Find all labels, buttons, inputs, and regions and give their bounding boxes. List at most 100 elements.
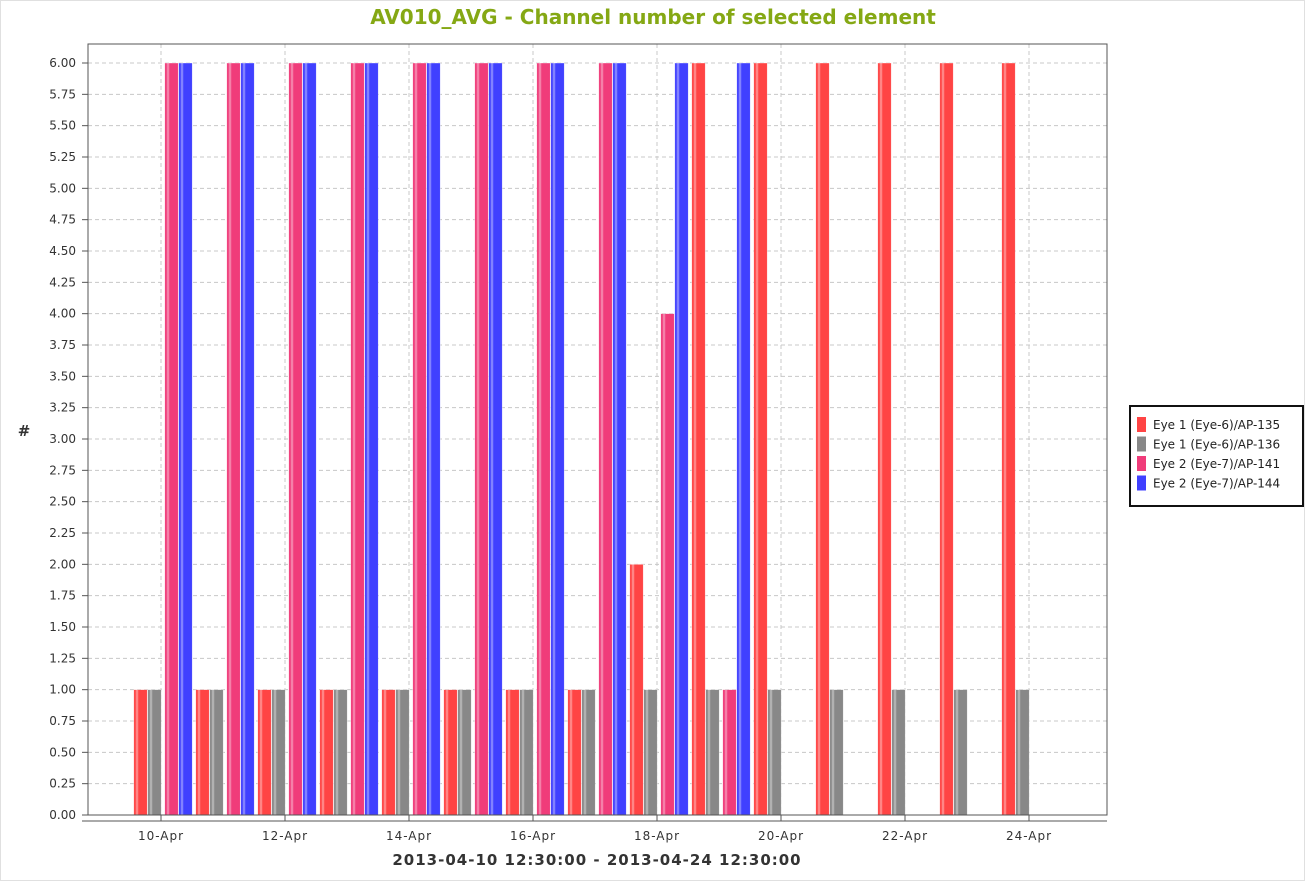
- bar: [443, 689, 458, 816]
- bar-body: [519, 689, 534, 815]
- legend-swatch: [1137, 456, 1146, 471]
- bar-highlight: [600, 63, 604, 815]
- bar-highlight: [769, 689, 773, 815]
- bar-highlight: [831, 689, 835, 815]
- bar-body: [815, 63, 830, 815]
- y-tick-label: 3.75: [49, 338, 76, 352]
- bar-highlight: [383, 689, 387, 815]
- legend-item: Eye 1 (Eye-6)/AP-135: [1137, 417, 1280, 432]
- bar-body: [767, 689, 782, 815]
- legend-label: Eye 2 (Eye-7)/AP-141: [1153, 457, 1280, 471]
- bar-highlight: [259, 689, 263, 815]
- legend-swatch: [1137, 436, 1146, 452]
- bar-body: [612, 63, 627, 815]
- bar-highlight: [459, 689, 463, 815]
- bar: [209, 689, 224, 816]
- bar: [333, 689, 348, 816]
- bar-highlight: [428, 63, 432, 815]
- bar: [426, 62, 441, 816]
- bar: [767, 689, 782, 816]
- y-tick-label: 3.00: [49, 432, 76, 446]
- bar: [877, 62, 892, 816]
- bar: [364, 62, 379, 816]
- bar-body: [891, 689, 906, 815]
- bar-body: [226, 63, 241, 815]
- bar: [736, 62, 751, 816]
- bar: [488, 62, 503, 816]
- bars: [133, 62, 1030, 816]
- bar: [567, 689, 582, 816]
- bar-body: [598, 63, 613, 815]
- legend-label: Eye 1 (Eye-6)/AP-136: [1153, 438, 1280, 452]
- legend-box: [1129, 405, 1304, 507]
- legend-item: Eye 1 (Eye-6)/AP-136: [1137, 436, 1280, 452]
- bar-body: [939, 63, 954, 815]
- bar: [271, 689, 286, 816]
- bar-body: [629, 564, 644, 815]
- bar-highlight: [321, 689, 325, 815]
- bar: [395, 689, 410, 816]
- bar-body: [691, 63, 706, 815]
- bar-highlight: [1003, 63, 1007, 815]
- bar: [691, 62, 706, 816]
- x-axis-label: 2013-04-10 12:30:00 - 2013-04-24 12:30:0…: [392, 851, 801, 869]
- bar: [722, 689, 737, 816]
- bar: [1001, 62, 1016, 816]
- y-tick-label: 2.50: [49, 495, 76, 509]
- bar-body: [736, 63, 751, 815]
- bar-highlight: [955, 689, 959, 815]
- bar: [164, 62, 179, 816]
- bar-highlight: [1017, 689, 1021, 815]
- bar-body: [195, 689, 210, 815]
- bar: [1015, 689, 1030, 816]
- bar-body: [333, 689, 348, 815]
- x-tick-label: 12-Apr: [262, 829, 308, 843]
- legend-swatch: [1137, 475, 1146, 491]
- bar: [891, 689, 906, 816]
- bar-body: [674, 63, 689, 815]
- bar-highlight: [538, 63, 542, 815]
- bar-body: [877, 63, 892, 815]
- bar-highlight: [676, 63, 680, 815]
- y-tick-label: 5.25: [49, 150, 76, 164]
- bar: [550, 62, 565, 816]
- bar-body: [364, 63, 379, 815]
- bar-body: [178, 63, 193, 815]
- x-tick-label: 14-Apr: [386, 829, 432, 843]
- plot-border: [87, 43, 1108, 816]
- bar-body: [550, 63, 565, 815]
- y-tick-label: 2.75: [49, 463, 76, 477]
- bar-highlight: [211, 689, 215, 815]
- bar: [643, 689, 658, 816]
- y-tick-label: 5.75: [49, 87, 76, 101]
- bar-highlight: [879, 63, 883, 815]
- bar-highlight: [662, 313, 666, 815]
- bar-highlight: [738, 63, 742, 815]
- bar-body: [1001, 63, 1016, 815]
- bar-highlight: [135, 689, 139, 815]
- legend-item: Eye 2 (Eye-7)/AP-144: [1137, 475, 1280, 491]
- bar: [288, 62, 303, 816]
- bar-body: [426, 63, 441, 815]
- bar: [457, 689, 472, 816]
- bar-body: [722, 689, 737, 815]
- bar-body: [488, 63, 503, 815]
- bar-highlight: [352, 63, 356, 815]
- bar-highlight: [583, 689, 587, 815]
- bar-body: [660, 313, 675, 815]
- y-tick-label: 4.25: [49, 275, 76, 289]
- axes: [82, 43, 1108, 822]
- y-tick-label: 4.00: [49, 307, 76, 321]
- legend-label: Eye 2 (Eye-7)/AP-144: [1153, 477, 1280, 491]
- bar-highlight: [552, 63, 556, 815]
- bar-highlight: [893, 689, 897, 815]
- bar-body: [147, 689, 162, 815]
- bar-body: [133, 689, 148, 815]
- bar: [612, 62, 627, 816]
- chart-title: AV010_AVG - Channel number of selected e…: [370, 5, 936, 29]
- legend-label: Eye 1 (Eye-6)/AP-135: [1153, 418, 1280, 432]
- bar: [753, 62, 768, 816]
- bar-body: [257, 689, 272, 815]
- bar-highlight: [507, 689, 511, 815]
